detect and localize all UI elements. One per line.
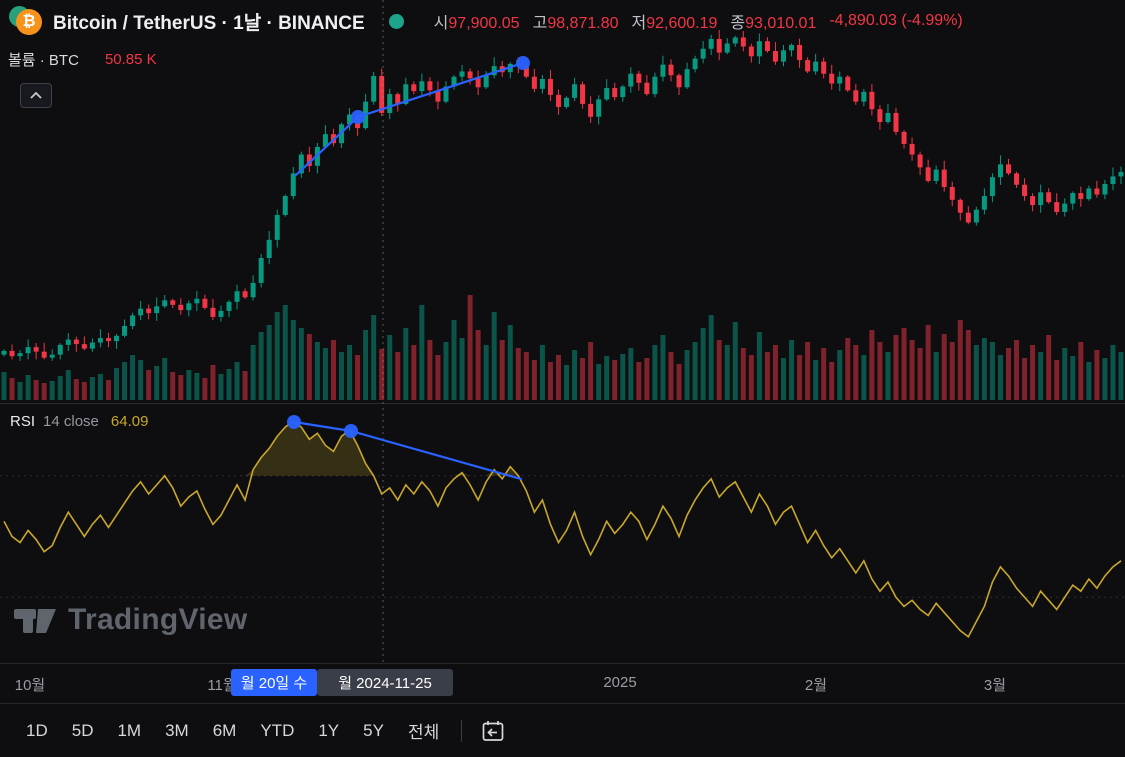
low-value: 92,600.19: [646, 15, 718, 32]
price-trendline-anchor[interactable]: [516, 56, 530, 70]
price-trendline-anchor[interactable]: [351, 110, 365, 124]
range-button-1m[interactable]: 1M: [117, 720, 142, 740]
rsi-legend: RSI 14 close 64.09: [10, 413, 148, 430]
tradingview-logo-icon: [14, 609, 56, 633]
go-to-date-button[interactable]: [472, 714, 514, 748]
collapse-legend-button[interactable]: [20, 83, 52, 108]
bitcoin-icon: ₿: [16, 9, 42, 35]
range-button-5y[interactable]: 5Y: [363, 720, 384, 740]
axis-label-oct: 10월: [14, 677, 46, 694]
rsi-series: [0, 420, 1125, 638]
volume-series: [1, 295, 1124, 400]
tradingview-watermark: TradingView: [12, 597, 247, 643]
pair-logo: ₿: [8, 6, 44, 36]
rsi-params: 14 close: [43, 413, 99, 430]
volume-legend: 볼륨 · BTC 50.85 K: [8, 49, 157, 70]
range-button-1y[interactable]: 1Y: [318, 720, 340, 740]
go-to-date-icon: [482, 720, 504, 741]
axis-label-feb: 2월: [804, 677, 828, 694]
range-button-6m[interactable]: 6M: [212, 720, 237, 740]
rsi-trendline-anchor[interactable]: [344, 424, 358, 438]
range-button-3m[interactable]: 3M: [165, 720, 189, 740]
axis-label-mar: 3월: [983, 677, 1007, 694]
rsi-value: 64.09: [110, 413, 149, 430]
trendline-drawings[interactable]: [287, 56, 530, 481]
price-trendline[interactable]: [294, 61, 525, 177]
axis-label-2025: 2025: [603, 674, 637, 691]
high-label: 고: [532, 15, 548, 32]
market-status-dot[interactable]: [388, 13, 404, 29]
time-axis[interactable]: 10월 11월 2025 2월 3월 월 20일 수 월 2024-11-25: [0, 663, 1125, 703]
range-button-1d[interactable]: 1D: [26, 720, 48, 740]
rsi-trendline-anchor[interactable]: [287, 415, 301, 429]
ohlc-readout: 시97,900.05 고98,871.80 저92,600.19 종93,010…: [434, 9, 963, 33]
close-value: 93,010.01: [745, 15, 817, 32]
rsi-line: [3, 420, 1122, 638]
toolbar-divider: [461, 719, 463, 742]
range-button-ytd[interactable]: YTD: [260, 720, 295, 740]
range-toolbar: 1D 5D 1M 3M 6M YTD 1Y 5Y 전체: [0, 703, 1125, 757]
chevron-up-icon: [30, 91, 42, 99]
change-value: -4,890.03 (-4.99%): [829, 12, 963, 29]
symbol-legend: ₿ Bitcoin / TetherUS · 1날 · BINANCE 시97,…: [8, 6, 963, 36]
close-label: 종: [730, 15, 746, 32]
candlestick-series: [1, 30, 1124, 361]
volume-indicator-label[interactable]: 볼륨 · BTC: [8, 52, 79, 69]
high-value: 98,871.80: [547, 15, 619, 32]
open-label: 시: [433, 15, 449, 32]
volume-value: 50.85 K: [104, 51, 157, 68]
crosshair-date-tag: 월 2024-11-25: [317, 669, 453, 696]
symbol-title[interactable]: Bitcoin / TetherUS · 1날 · BINANCE: [53, 12, 365, 34]
open-value: 97,900.05: [448, 15, 520, 32]
range-button-5d[interactable]: 5D: [71, 720, 94, 740]
rsi-indicator-label[interactable]: RSI: [10, 413, 36, 430]
watermark-text: TradingView: [68, 603, 248, 636]
axis-label-nov: 11월: [207, 677, 237, 694]
range-button-all[interactable]: 전체: [407, 723, 440, 742]
low-label: 저: [631, 15, 647, 32]
selected-date-tag: 월 20일 수: [231, 669, 317, 696]
